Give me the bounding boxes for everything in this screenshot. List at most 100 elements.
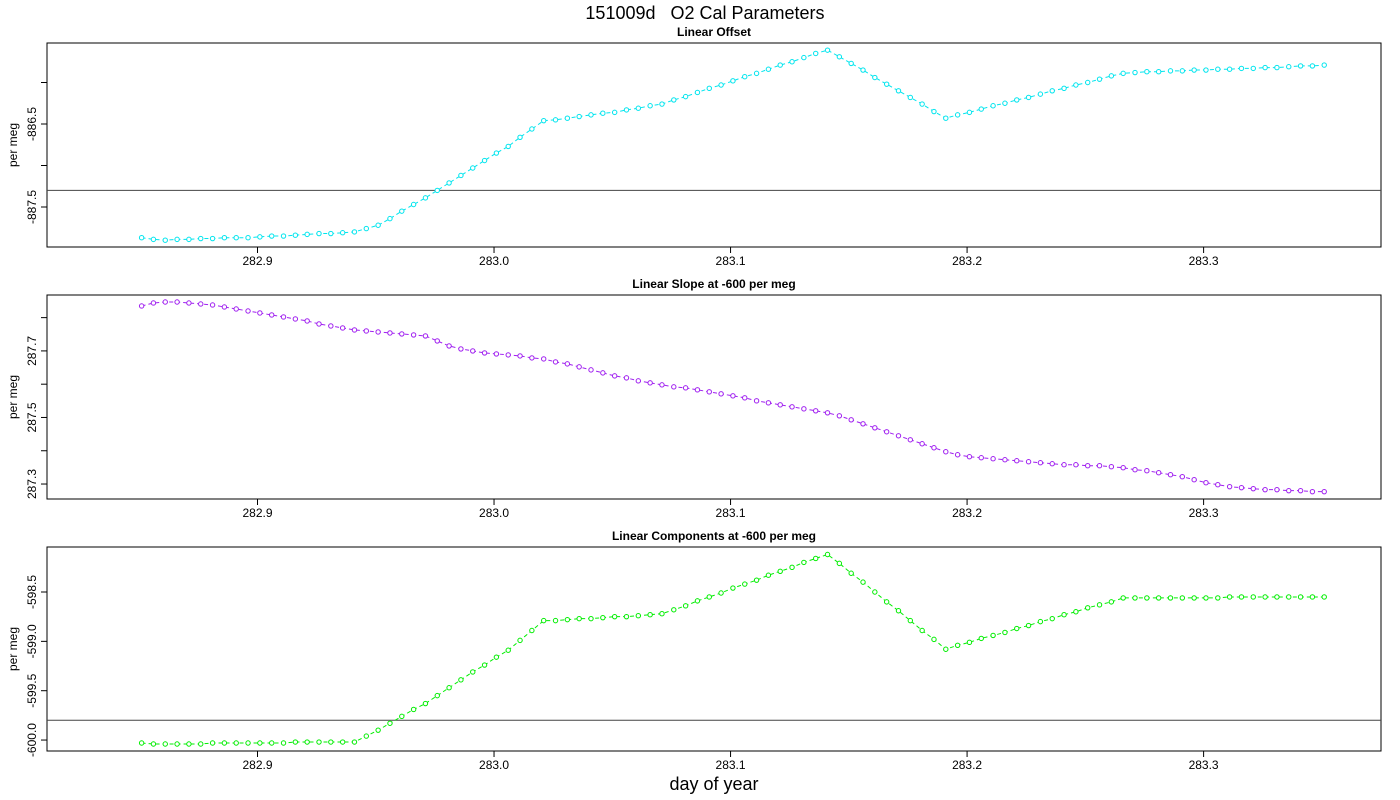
data-point xyxy=(789,59,795,65)
data-point xyxy=(162,299,168,305)
data-point xyxy=(954,642,961,648)
data-point xyxy=(245,308,251,314)
data-point xyxy=(943,115,949,121)
data-point xyxy=(611,613,618,620)
data-point xyxy=(860,579,866,585)
data-point xyxy=(895,88,902,94)
data-point xyxy=(458,677,464,683)
data-point xyxy=(387,330,393,336)
data-point xyxy=(422,700,429,707)
data-point xyxy=(292,316,299,322)
data-point xyxy=(682,93,689,100)
data-point xyxy=(328,739,334,745)
y-axis-title: per meg xyxy=(6,123,20,167)
data-point xyxy=(1191,476,1197,483)
data-point xyxy=(1309,594,1316,600)
x-tick-label: 283.0 xyxy=(479,506,509,520)
data-point xyxy=(1250,485,1256,492)
y-tick-label: -599.0 xyxy=(25,624,39,658)
data-point xyxy=(150,236,157,243)
data-point xyxy=(505,143,511,150)
data-point xyxy=(363,225,370,232)
data-point xyxy=(966,109,973,116)
data-point xyxy=(659,611,665,617)
data-point xyxy=(304,739,310,745)
x-tick-label: 283.0 xyxy=(479,254,509,268)
data-point xyxy=(1321,488,1327,495)
data-point xyxy=(623,375,630,381)
x-tick-label: 283.2 xyxy=(952,506,982,520)
data-point xyxy=(1155,69,1162,75)
data-point xyxy=(1167,68,1174,74)
data-point xyxy=(671,607,677,613)
data-point xyxy=(1132,467,1138,473)
data-point xyxy=(694,89,701,96)
data-point xyxy=(1155,595,1162,601)
data-point xyxy=(1085,79,1091,86)
y-axis-title: per meg xyxy=(6,375,20,419)
data-point xyxy=(1085,463,1091,469)
data-point xyxy=(978,635,984,642)
data-point xyxy=(1144,468,1150,474)
data-point xyxy=(1238,65,1245,72)
data-point xyxy=(517,353,523,359)
data-point xyxy=(363,328,370,334)
data-point xyxy=(966,454,973,460)
data-point xyxy=(363,733,370,739)
y-tick-label: 287.5 xyxy=(25,402,39,432)
data-point xyxy=(529,126,535,132)
data-point xyxy=(470,348,476,354)
data-point xyxy=(931,445,937,451)
data-point xyxy=(481,157,488,164)
y-tick-label: -599.5 xyxy=(25,673,39,707)
y-tick-label: -598.5 xyxy=(25,575,39,609)
data-point xyxy=(907,94,914,101)
data-point xyxy=(1037,460,1044,466)
data-point xyxy=(813,555,819,562)
chart-title: 151009d O2 Cal Parameters xyxy=(585,3,824,23)
data-point xyxy=(233,306,239,312)
data-point xyxy=(801,559,807,566)
data-point xyxy=(446,180,452,186)
data-point xyxy=(635,612,642,619)
data-point xyxy=(186,741,192,747)
data-point xyxy=(481,350,488,356)
data-point xyxy=(316,739,322,745)
data-point xyxy=(753,577,760,583)
data-point xyxy=(765,400,772,406)
data-point xyxy=(836,413,843,419)
data-point xyxy=(316,230,322,237)
data-point xyxy=(292,232,299,238)
data-point xyxy=(541,117,547,124)
data-point xyxy=(1002,100,1008,106)
data-point xyxy=(1226,66,1233,72)
data-point xyxy=(1297,487,1304,494)
data-point xyxy=(1179,595,1186,601)
data-point xyxy=(647,380,653,386)
data-point xyxy=(1191,67,1197,73)
data-point xyxy=(529,627,535,634)
data-point xyxy=(1073,82,1079,88)
data-point xyxy=(742,73,748,80)
data-point xyxy=(600,614,606,621)
data-point xyxy=(233,740,239,746)
data-point xyxy=(1286,64,1292,70)
data-point xyxy=(1108,599,1115,605)
data-point xyxy=(872,589,878,595)
data-point xyxy=(198,235,204,242)
data-point xyxy=(351,327,358,333)
data-point xyxy=(600,110,606,116)
data-point xyxy=(434,338,440,344)
data-point xyxy=(150,300,157,306)
data-point xyxy=(730,393,736,399)
data-point xyxy=(245,235,251,241)
data-point xyxy=(198,301,204,307)
data-point xyxy=(1226,594,1233,600)
data-point xyxy=(1297,594,1304,600)
data-point xyxy=(304,231,310,238)
data-point xyxy=(576,615,582,622)
data-point xyxy=(1061,85,1067,92)
panel-title: Linear Offset xyxy=(677,25,751,39)
